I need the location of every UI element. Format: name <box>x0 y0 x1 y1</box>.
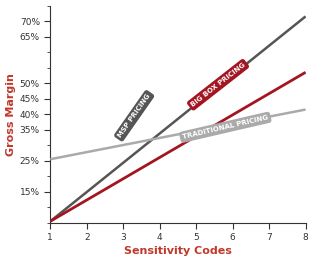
Text: MSP PRICING: MSP PRICING <box>117 93 151 139</box>
Text: BIG BOX PRICING: BIG BOX PRICING <box>190 62 246 108</box>
Y-axis label: Gross Margin: Gross Margin <box>6 73 16 156</box>
X-axis label: Sensitivity Codes: Sensitivity Codes <box>124 247 232 256</box>
Text: TRADITIONAL PRICING: TRADITIONAL PRICING <box>182 114 269 140</box>
